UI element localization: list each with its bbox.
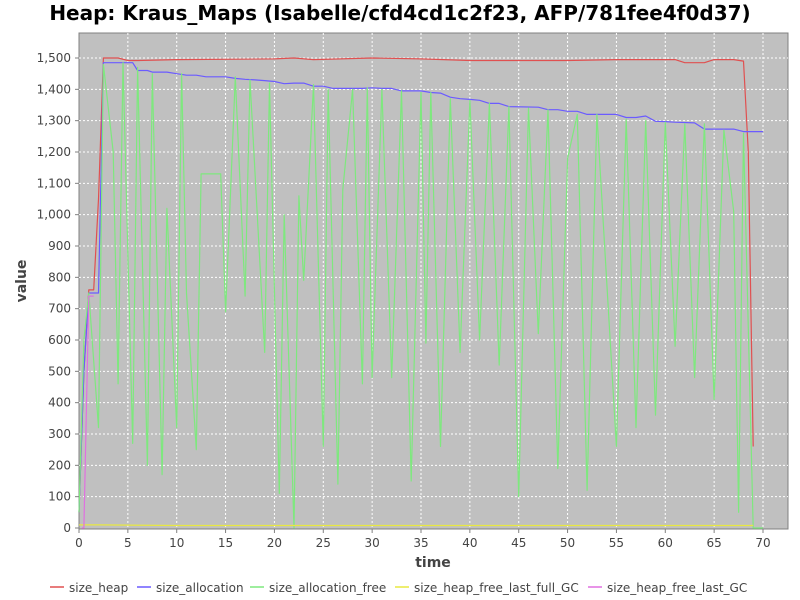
x-tick-label: 40 — [462, 536, 477, 550]
y-tick-label: 1,300 — [37, 114, 71, 128]
y-tick-label: 400 — [48, 396, 71, 410]
y-tick-label: 500 — [48, 364, 71, 378]
x-tick-label: 70 — [755, 536, 770, 550]
series-line-size_allocation_free — [78, 62, 763, 529]
y-tick-label: 200 — [48, 458, 71, 472]
y-axis: 0 100 200 300 400 500 600 700 800 900 1,000 1,100 1,… — [37, 51, 79, 535]
legend-label: size_heap_free_last_GC — [607, 581, 747, 595]
y-tick-label: 1,000 — [37, 208, 71, 222]
x-axis: 0 5 10 15 20 25 30 35 40 45 50 55 60 65 70 — [75, 529, 771, 550]
x-tick-label: 20 — [267, 536, 282, 550]
y-tick-label: 900 — [48, 239, 71, 253]
x-axis-label: time — [415, 555, 451, 571]
x-tick-label: 15 — [218, 536, 233, 550]
y-tick-label: 700 — [48, 302, 71, 316]
legend-label: size_allocation — [156, 581, 244, 595]
x-tick-label: 45 — [511, 536, 526, 550]
y-tick-label: 100 — [48, 490, 71, 504]
y-tick-label: 600 — [48, 333, 71, 347]
x-tick-label: 60 — [658, 536, 673, 550]
x-tick-label: 5 — [124, 536, 132, 550]
y-tick-label: 300 — [48, 427, 71, 441]
y-tick-label: 1,500 — [37, 51, 71, 65]
x-tick-label: 30 — [365, 536, 380, 550]
chart-title: Heap: Kraus_Maps (Isabelle/cfd4cd1c2f23,… — [49, 1, 750, 25]
legend: size_heap size_allocation size_allocation_… — [50, 581, 747, 595]
y-tick-label: 800 — [48, 270, 71, 284]
y-tick-label: 1,200 — [37, 145, 71, 159]
y-tick-label: 1,400 — [37, 82, 71, 96]
x-tick-label: 25 — [316, 536, 331, 550]
series-line-size_heap — [78, 57, 754, 513]
y-tick-label: 1,100 — [37, 176, 71, 190]
legend-label: size_heap_free_last_full_GC — [414, 581, 579, 595]
x-tick-label: 50 — [560, 536, 575, 550]
y-axis-label: value — [14, 260, 30, 303]
x-tick-label: 10 — [169, 536, 184, 550]
y-tick-label: 0 — [63, 521, 71, 535]
legend-label: size_heap — [69, 581, 128, 595]
series-lines — [78, 57, 763, 529]
x-tick-label: 35 — [413, 536, 428, 550]
x-tick-label: 65 — [707, 536, 722, 550]
legend-label: size_allocation_free — [269, 581, 386, 595]
x-tick-label: 0 — [75, 536, 83, 550]
series-line-size_heap_free_last_full_GC — [79, 524, 754, 527]
plot-area — [78, 32, 789, 530]
series-line-size_heap_free_last_GC — [81, 295, 94, 529]
x-tick-label: 55 — [609, 536, 624, 550]
